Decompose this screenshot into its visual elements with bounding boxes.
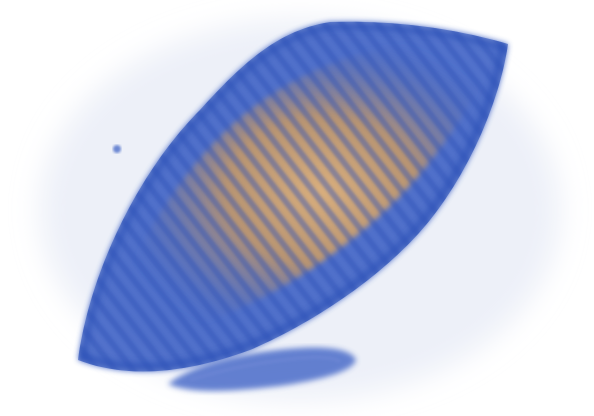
lower-blob bbox=[168, 347, 356, 391]
speck bbox=[113, 145, 121, 153]
